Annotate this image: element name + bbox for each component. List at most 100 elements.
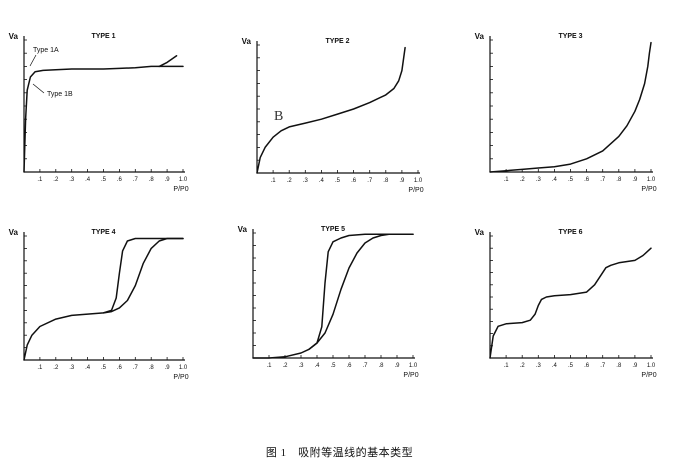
x-tick-label: .2 — [520, 363, 526, 369]
x-tick-label: .4 — [85, 177, 91, 183]
x-tick-label: 1.0 — [179, 365, 188, 371]
isotherm-curve-2 — [158, 55, 178, 68]
panel-3: .1 .2 .3 .4 .5 .6 .7 .8 .9 1.0 TYPE 3 Va P/P0 — [475, 32, 657, 193]
x-tick-label: .9 — [165, 177, 171, 183]
x-tick-label: .3 — [298, 363, 304, 369]
x-tick-label: .2 — [53, 365, 59, 371]
x-tick-label: .5 — [568, 363, 574, 369]
panel-title: TYPE 6 — [558, 229, 582, 236]
x-axis-label: P/P0 — [408, 187, 423, 194]
panel-4: .1 .2 .3 .4 .5 .6 .7 .8 .9 1.0 TYPE 4 Va P/P0 — [9, 228, 189, 381]
x-tick-label: .9 — [399, 178, 405, 184]
x-tick-label: .4 — [319, 178, 325, 184]
x-tick-label: .9 — [632, 177, 638, 183]
panel-title: TYPE 2 — [325, 38, 349, 45]
x-tick-label: .3 — [69, 365, 75, 371]
isotherm-curve-2 — [102, 237, 184, 314]
x-axis-label: P/P0 — [403, 372, 418, 379]
x-tick-label: .3 — [536, 363, 542, 369]
x-tick-label: .8 — [616, 177, 622, 183]
panel-6: .1 .2 .3 .4 .5 .6 .7 .8 .9 1.0 TYPE 6 Va P/P0 — [475, 228, 657, 379]
x-tick-label: .1 — [271, 178, 277, 184]
x-axis-label: P/P0 — [173, 186, 188, 193]
x-tick-label: .3 — [303, 178, 309, 184]
y-axis-label: Va — [475, 32, 485, 41]
x-axis-label: P/P0 — [173, 374, 188, 381]
y-axis-label: Va — [242, 37, 252, 46]
x-tick-label: 1.0 — [179, 177, 188, 183]
x-tick-label: .5 — [335, 178, 341, 184]
y-axis-label: Va — [9, 32, 19, 41]
x-tick-label: .7 — [133, 177, 139, 183]
x-tick-label: .8 — [149, 365, 155, 371]
x-tick-label: .6 — [584, 177, 590, 183]
x-tick-label: .8 — [378, 363, 384, 369]
x-tick-label: .2 — [282, 363, 288, 369]
x-tick-label: .5 — [101, 177, 107, 183]
x-tick-label: .7 — [600, 363, 606, 369]
x-tick-label: .7 — [362, 363, 368, 369]
x-tick-label: .6 — [346, 363, 352, 369]
x-tick-label: .7 — [133, 365, 139, 371]
x-tick-label: .1 — [37, 177, 43, 183]
x-tick-label: .2 — [53, 177, 59, 183]
x-tick-label: .1 — [266, 363, 272, 369]
isotherm-curve-1 — [489, 247, 652, 359]
y-axis-label: Va — [475, 228, 485, 237]
panel-title: TYPE 1 — [91, 33, 115, 40]
annotation-leader-1b — [32, 83, 45, 94]
x-tick-label: .7 — [367, 178, 373, 184]
x-tick-label: 1.0 — [409, 363, 418, 369]
x-tick-label: .9 — [165, 365, 171, 371]
x-tick-label: .4 — [314, 363, 320, 369]
x-axis-label: P/P0 — [641, 186, 656, 193]
x-tick-label: .7 — [600, 177, 606, 183]
x-axis-label: P/P0 — [641, 372, 656, 379]
x-tick-label: .9 — [394, 363, 400, 369]
x-tick-label: .1 — [504, 363, 510, 369]
x-tick-label: .6 — [117, 177, 123, 183]
isotherm-curve-1 — [489, 41, 652, 173]
figure-caption: 图 1 吸附等温线的基本类型 — [265, 447, 414, 459]
x-tick-label: 1.0 — [647, 177, 656, 183]
x-tick-label: .5 — [101, 365, 107, 371]
panel-title: TYPE 3 — [558, 33, 582, 40]
x-tick-label: .5 — [568, 177, 574, 183]
x-tick-label: .5 — [330, 363, 336, 369]
x-tick-label: .6 — [117, 365, 123, 371]
x-tick-label: .3 — [536, 177, 542, 183]
x-tick-label: .6 — [351, 178, 357, 184]
annotation-label: B — [274, 109, 283, 124]
panel-1: .1 .2 .3 .4 .5 .6 .7 .8 .9 1.0 TYPE 1 Va P/P0 Type 1A… — [9, 32, 189, 193]
x-tick-label: .1 — [37, 365, 43, 371]
isotherm-curve-1 — [256, 46, 406, 174]
isotherm-curve-2 — [308, 233, 414, 351]
annotation-label: Type 1B — [47, 91, 73, 98]
x-tick-label: .3 — [69, 177, 75, 183]
x-tick-label: .4 — [552, 177, 558, 183]
annotation-label: Type 1A — [33, 47, 59, 54]
x-tick-label: .8 — [616, 363, 622, 369]
y-axis-label: Va — [238, 225, 248, 234]
x-tick-label: .8 — [149, 177, 155, 183]
panel-2: .1 .2 .3 .4 .5 .6 .7 .8 .9 1.0 TYPE 2 Va P/P0 B — [242, 37, 424, 194]
x-tick-label: .4 — [552, 363, 558, 369]
x-tick-label: 1.0 — [647, 363, 656, 369]
isotherm-curve-1 — [23, 65, 184, 173]
x-tick-label: 1.0 — [414, 178, 423, 184]
x-tick-label: .6 — [584, 363, 590, 369]
panel-title: TYPE 5 — [321, 226, 345, 233]
x-tick-label: .9 — [632, 363, 638, 369]
isotherm-curve-1 — [23, 237, 184, 361]
panel-5: .1 .2 .3 .4 .5 .6 .7 .8 .9 1.0 TYPE 5 Va P/P0 — [238, 225, 419, 379]
x-tick-label: .2 — [287, 178, 293, 184]
isotherm-curve-1 — [252, 233, 414, 359]
y-axis-label: Va — [9, 228, 19, 237]
x-tick-label: .2 — [520, 177, 526, 183]
panel-title: TYPE 4 — [91, 229, 115, 236]
annotation-leader-1a — [29, 54, 37, 67]
x-tick-label: .4 — [85, 365, 91, 371]
x-tick-label: .1 — [504, 177, 510, 183]
x-tick-label: .8 — [383, 178, 389, 184]
